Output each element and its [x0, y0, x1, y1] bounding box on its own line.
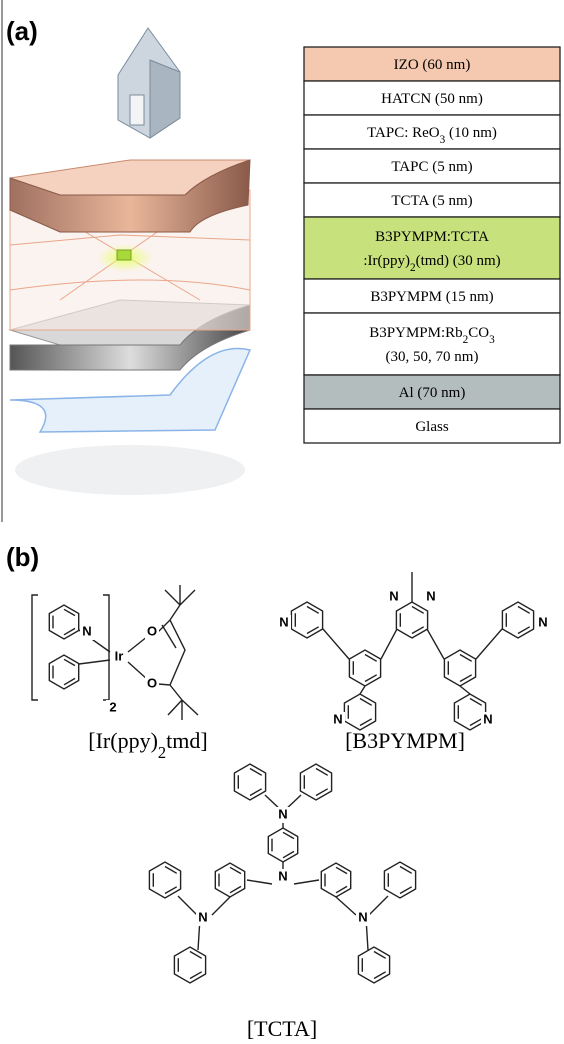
bond: [149, 862, 180, 898]
atom-label: N: [426, 588, 435, 603]
molecule-label: [Ir(ppy)2tmd]: [88, 728, 207, 762]
figure: (a) (b) IZO (60 nm) HATCN (50 nm) TAPC: Re…: [0, 0, 564, 1044]
bond: [396, 602, 427, 638]
atom-label: O: [147, 623, 157, 638]
bond: [384, 862, 415, 898]
molecule-label: [B3PYMPM]: [345, 728, 465, 753]
atom-label: O: [147, 675, 157, 690]
layer-label: B3PYMPM:TCTA: [375, 229, 489, 245]
panel-label: (a): [6, 16, 38, 46]
text-run: [TCTA]: [247, 1016, 317, 1041]
text-run: B3PYMPM:Rb: [369, 325, 462, 341]
subscript: 3: [489, 334, 495, 346]
bond: [300, 764, 331, 800]
atom-label: 2: [109, 699, 116, 714]
atom-label: N: [358, 909, 367, 924]
bond: [344, 694, 375, 730]
text-run: [B3PYMPM]: [345, 728, 465, 753]
text-run: TCTA (5 nm): [391, 193, 472, 209]
layer-cell: [304, 313, 560, 375]
atom-label: N: [278, 806, 287, 821]
layer-label: (30, 50, 70 nm): [386, 349, 479, 365]
layer-label: TCTA (5 nm): [391, 193, 472, 209]
atom-label: N: [279, 614, 288, 629]
layer-label: Al (70 nm): [399, 385, 466, 401]
text-run: tmd]: [166, 728, 208, 753]
bond: [174, 947, 205, 983]
text-run: HATCN (50 nm): [381, 91, 483, 107]
text-run: B3PYMPM (15 nm): [370, 289, 493, 305]
layer-label: TAPC (5 nm): [391, 159, 472, 175]
atom-label: N: [389, 588, 398, 603]
atom-label: N: [198, 909, 207, 924]
bond: [49, 655, 78, 689]
atom-label: N: [483, 711, 492, 726]
bond: [444, 650, 475, 686]
text-run: (10 nm): [445, 125, 497, 141]
bond: [79, 585, 198, 720]
bond: [454, 694, 485, 730]
text-run: [Ir(ppy): [88, 728, 158, 753]
text-run: B3PYMPM:TCTA: [375, 229, 489, 245]
layer-label: HATCN (50 nm): [381, 91, 483, 107]
bond: [234, 764, 265, 800]
bond: [321, 863, 350, 897]
atom-label: N: [333, 711, 342, 726]
text-run: CO: [468, 325, 489, 341]
bond: [32, 595, 109, 700]
text-run: :Ir(ppy): [363, 253, 410, 269]
bond: [291, 602, 322, 638]
atom-label: N: [538, 614, 547, 629]
subscript: 2: [158, 743, 166, 762]
bond: [358, 947, 389, 983]
text-run: Glass: [415, 419, 448, 435]
text-run: IZO (60 nm): [394, 57, 471, 73]
device-illustration: [10, 28, 250, 495]
atom-label: N: [82, 623, 91, 638]
molecule-label: [TCTA]: [247, 1016, 317, 1041]
bond: [49, 605, 78, 639]
text-run: TAPC: ReO: [367, 125, 440, 141]
bond: [502, 602, 533, 638]
text-run: Al (70 nm): [399, 385, 466, 401]
text-run: (30, 50, 70 nm): [386, 349, 479, 365]
layer-label: B3PYMPM (15 nm): [370, 289, 493, 305]
bond: [215, 863, 244, 897]
layer-label: Glass: [415, 419, 448, 435]
bond: [349, 650, 380, 686]
bond: [268, 828, 297, 862]
layer-stack: IZO (60 nm) HATCN (50 nm) TAPC: ReO 3 (10 n…: [304, 47, 560, 443]
layer-cell: [304, 217, 560, 279]
atom-label: N: [278, 868, 287, 883]
text-run: TAPC (5 nm): [391, 159, 472, 175]
text-run: (tmd) (30 nm): [416, 253, 501, 269]
panel-label: (b): [6, 542, 39, 572]
atom-label: Ir: [115, 648, 124, 663]
layer-label: IZO (60 nm): [394, 57, 471, 73]
